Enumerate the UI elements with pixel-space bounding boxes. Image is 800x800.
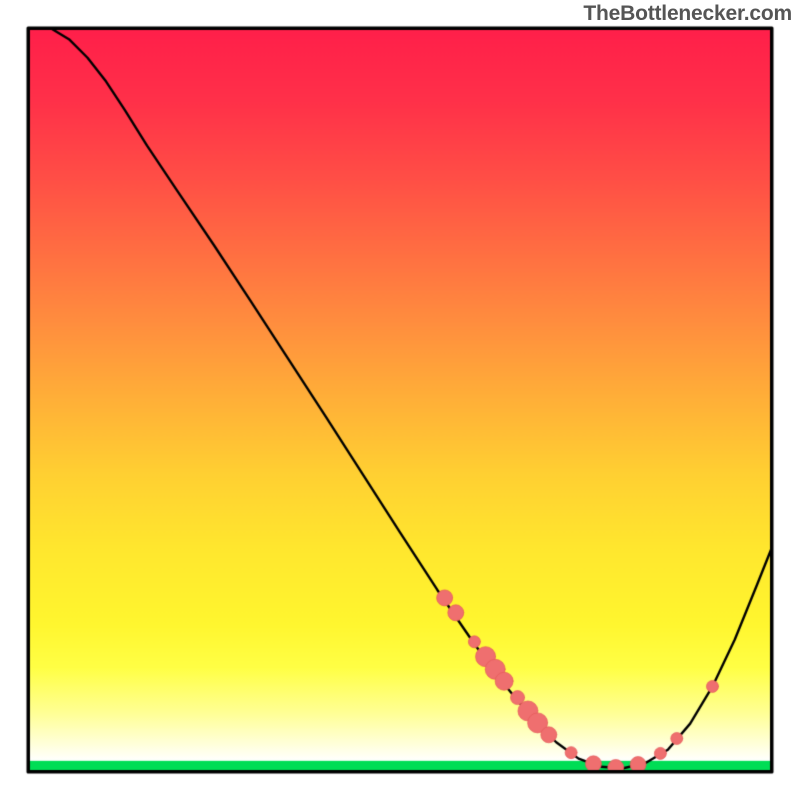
chart-stage: TheBottlenecker.com [0,0,800,800]
bottleneck-chart-canvas [0,0,800,800]
watermark-text: TheBottlenecker.com [583,2,792,26]
